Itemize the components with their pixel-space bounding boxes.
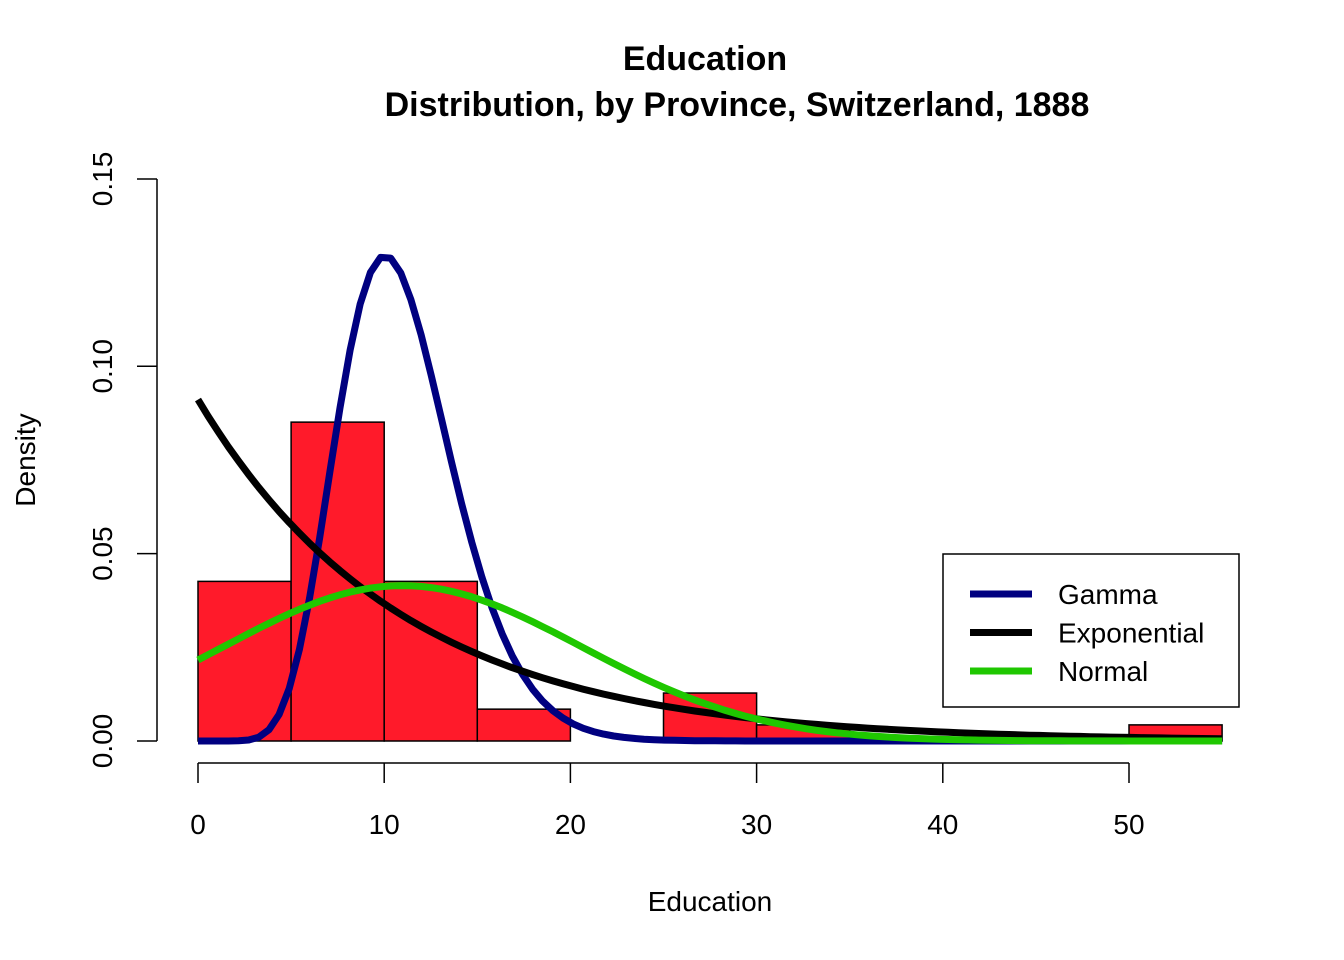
histogram-bar — [290, 421, 385, 742]
x-tick-label: 0 — [190, 809, 206, 840]
x-axis-label: Education — [648, 886, 773, 917]
legend-item: Gamma — [970, 579, 1158, 610]
x-tick-label: 50 — [1113, 809, 1144, 840]
y-tick-label: 0.15 — [87, 152, 118, 207]
y-tick-label: 0.10 — [87, 339, 118, 394]
legend-item: Exponential — [970, 618, 1204, 649]
legend-label: Normal — [1058, 656, 1148, 687]
x-tick-label: 30 — [741, 809, 772, 840]
histogram-bar — [383, 580, 479, 742]
legend-label: Exponential — [1058, 618, 1204, 649]
legend-item: Normal — [970, 656, 1148, 687]
x-tick-label: 40 — [927, 809, 958, 840]
curve-exponential — [195, 397, 1223, 743]
y-axis-label: Density — [10, 413, 41, 506]
legend-label: Gamma — [1058, 579, 1158, 610]
x-tick-label: 10 — [369, 809, 400, 840]
chart-subtitle: Distribution, by Province, Switzerland, … — [385, 86, 1090, 124]
curve-normal — [196, 582, 1223, 745]
chart-title: Education — [623, 40, 787, 78]
y-tick-label: 0.05 — [87, 526, 118, 581]
x-tick-label: 20 — [555, 809, 586, 840]
y-tick-label: 0.00 — [87, 714, 118, 769]
legend: Gamma Exponential Normal — [942, 553, 1240, 708]
